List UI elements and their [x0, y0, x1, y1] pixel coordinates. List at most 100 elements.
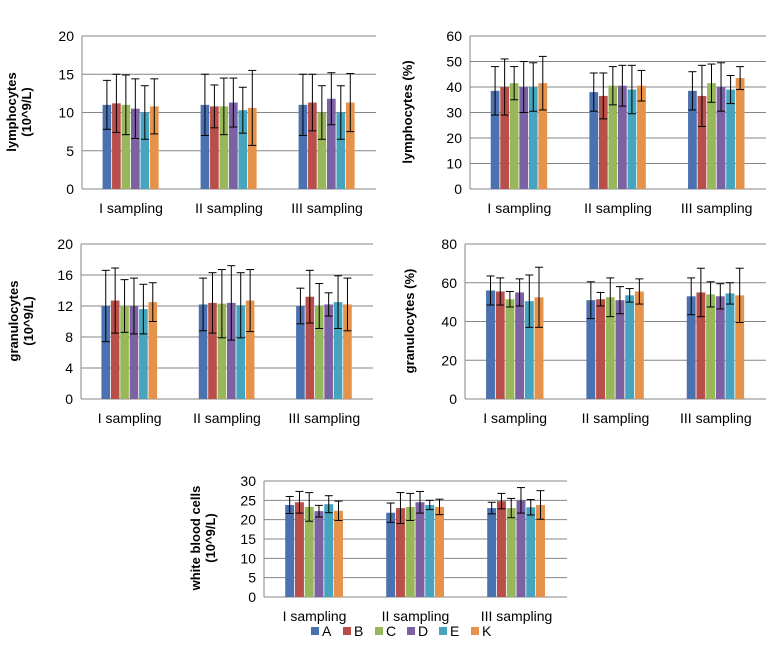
- y-axis-label: lymphocytes (%): [400, 60, 415, 163]
- x-tick-label: I sampling: [487, 200, 551, 216]
- bar-B-1: [294, 502, 304, 597]
- bar-E-1: [524, 301, 534, 399]
- y-tick-label: 0: [248, 589, 256, 605]
- y-tick-label: 40: [446, 79, 462, 95]
- x-tick-label: III sampling: [291, 200, 363, 216]
- legend-label-E: E: [450, 623, 459, 639]
- chart-3: 0 4 8 12 16 20 I sampling II sampling III sampli…: [6, 236, 373, 426]
- y-axis-label: white blood cells(10^9/L): [188, 486, 218, 592]
- bar-K-2: [247, 107, 257, 189]
- legend-swatch-D: [407, 627, 415, 635]
- y-tick-label: 20: [57, 236, 73, 252]
- bar-K-1: [149, 106, 159, 189]
- y-tick-label: 12: [57, 298, 73, 314]
- y-axis-label-line: white blood cells: [188, 486, 203, 592]
- bar-A-2: [386, 512, 396, 597]
- x-tick-label: III sampling: [681, 200, 753, 216]
- legend-label-B: B: [354, 623, 363, 639]
- bar-C-2: [219, 106, 229, 189]
- bar-A-1: [101, 306, 111, 399]
- bar-E-1: [324, 504, 334, 597]
- y-tick-label: 15: [58, 66, 74, 82]
- legend-label-C: C: [386, 623, 396, 639]
- bar-C-1: [121, 104, 131, 189]
- y-axis-label-line: (10^9/L): [21, 296, 36, 346]
- bar-C-1: [120, 306, 129, 399]
- chart-2: 0 10 20 30 40 50 60 I sampling II sampling III sa…: [400, 28, 766, 216]
- bar-E-3: [526, 507, 536, 597]
- y-axis-label-line: lymphocytes (%): [400, 60, 415, 163]
- bar-A-2: [586, 300, 596, 399]
- bar-B-3: [696, 292, 706, 399]
- bar-E-1: [528, 87, 538, 189]
- bar-D-2: [615, 300, 625, 399]
- bar-K-1: [334, 510, 343, 597]
- bar-K-2: [637, 85, 646, 189]
- y-tick-label: 30: [446, 105, 462, 121]
- bar-C-3: [314, 306, 324, 399]
- y-tick-label: 8: [65, 329, 73, 345]
- bar-B-2: [598, 95, 608, 189]
- bar-K-1: [148, 302, 158, 400]
- y-tick-label: 16: [57, 267, 73, 283]
- bar-A-2: [589, 92, 599, 189]
- bar-A-3: [686, 296, 696, 399]
- bar-D-2: [415, 502, 425, 597]
- y-axis-label-line: (10^9/L): [203, 513, 218, 563]
- bar-D-3: [327, 98, 336, 189]
- y-tick-label: 0: [454, 181, 462, 197]
- bar-K-2: [634, 291, 644, 399]
- y-tick-label: 0: [66, 181, 74, 197]
- bar-B-3: [308, 102, 317, 189]
- y-tick-label: 60: [441, 275, 457, 291]
- chart-4: 0 20 40 60 80 I sampling II sampling III sampli…: [402, 236, 766, 426]
- bar-E-3: [333, 302, 343, 400]
- bar-C-1: [304, 506, 314, 597]
- bar-B-2: [210, 106, 219, 189]
- x-tick-label: II sampling: [582, 410, 650, 426]
- bar-B-1: [500, 87, 509, 189]
- bar-D-2: [618, 85, 627, 189]
- y-tick-label: 25: [240, 492, 256, 508]
- bar-K-3: [735, 78, 745, 189]
- y-tick-label: 20: [441, 352, 457, 368]
- y-tick-label: 5: [248, 570, 256, 586]
- chart-5: 0 5 10 15 20 25 30 I sampling II sampling III sam…: [188, 473, 567, 624]
- y-axis-label-line: (10^9/L): [19, 87, 34, 137]
- bar-A-1: [490, 90, 500, 189]
- y-tick-label: 80: [441, 236, 457, 252]
- bar-C-1: [509, 83, 519, 189]
- bar-E-2: [425, 504, 435, 597]
- y-tick-label: 20: [240, 512, 256, 528]
- x-tick-label: I sampling: [483, 410, 547, 426]
- bar-C-1: [505, 299, 515, 399]
- bar-B-3: [697, 95, 707, 189]
- bar-K-3: [536, 504, 545, 597]
- bar-D-3: [715, 296, 725, 399]
- bar-D-2: [229, 102, 238, 189]
- bar-K-2: [245, 300, 255, 399]
- bar-B-1: [495, 291, 505, 399]
- bar-B-3: [305, 296, 315, 399]
- bar-A-2: [200, 104, 210, 189]
- x-tick-label: I sampling: [98, 410, 162, 426]
- bar-A-1: [486, 290, 495, 399]
- chart-1: 0 5 10 15 20 I sampling II sampling III samplin…: [4, 28, 376, 216]
- legend-swatch-C: [375, 627, 383, 635]
- bar-D-3: [716, 87, 726, 189]
- bar-E-2: [627, 89, 637, 189]
- y-tick-label: 4: [65, 360, 73, 376]
- bar-D-1: [515, 292, 525, 399]
- bar-B-2: [208, 302, 217, 399]
- bar-A-3: [296, 306, 305, 399]
- x-tick-label: III sampling: [481, 608, 553, 624]
- bar-B-1: [112, 103, 121, 189]
- y-axis-label-line: granulocytes (%): [402, 269, 417, 374]
- bar-D-1: [131, 108, 140, 189]
- y-tick-label: 10: [240, 550, 256, 566]
- bar-C-2: [217, 303, 227, 399]
- y-tick-label: 10: [58, 105, 74, 121]
- y-tick-label: 15: [240, 531, 256, 547]
- x-tick-label: I sampling: [283, 608, 347, 624]
- bar-B-3: [496, 501, 506, 597]
